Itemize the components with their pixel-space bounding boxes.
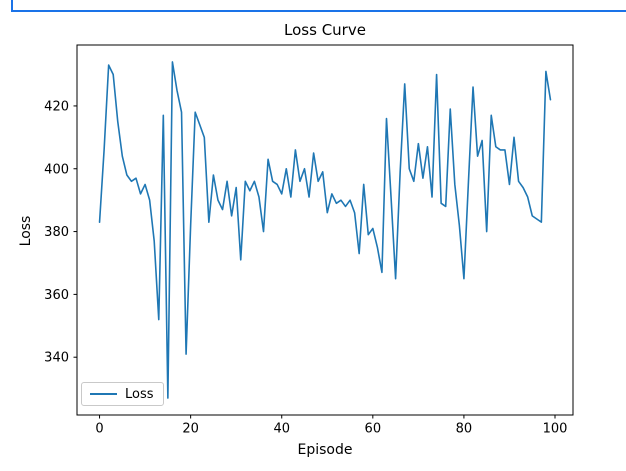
x-axis-label: Episode [297, 442, 353, 458]
y-tick-label: 380 [44, 225, 69, 240]
legend-entry-label: Loss [125, 386, 154, 402]
top-input-fragment[interactable] [11, 0, 626, 12]
x-tick-label: 100 [543, 422, 568, 437]
legend-line-sample-icon [90, 393, 117, 395]
x-tick-label: 20 [182, 422, 199, 437]
axes-frame [76, 44, 574, 416]
x-tick-label: 40 [273, 422, 290, 437]
y-axis-label: Loss [18, 215, 34, 247]
y-tick-label: 360 [44, 288, 69, 303]
legend: Loss [81, 382, 164, 406]
x-tick-label: 0 [95, 422, 103, 437]
loss-line [98, 61, 552, 399]
y-tick-label: 340 [44, 351, 69, 366]
x-tick-label: 80 [456, 422, 473, 437]
chart-title: Loss Curve [284, 21, 366, 39]
y-tick-label: 400 [44, 162, 69, 177]
y-tick-label: 420 [44, 99, 69, 114]
x-tick-label: 60 [365, 422, 382, 437]
